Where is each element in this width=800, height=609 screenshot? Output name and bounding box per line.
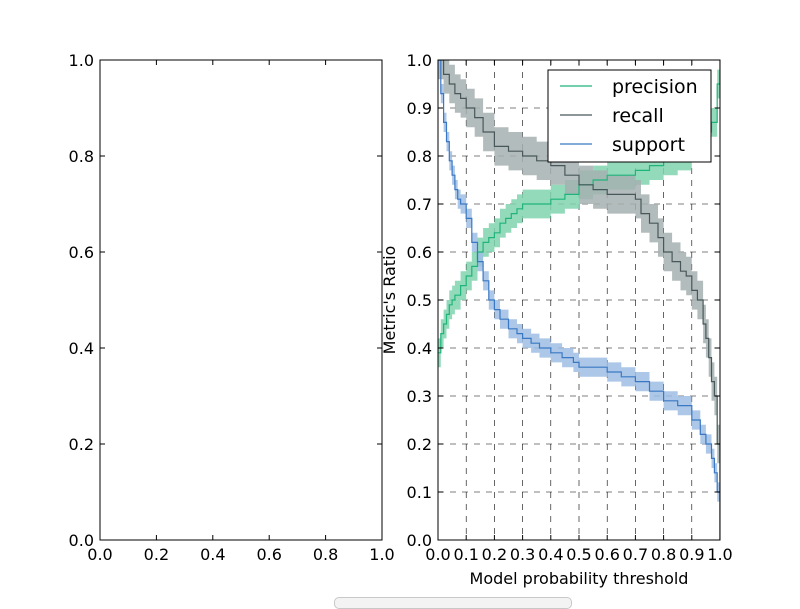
- legend-box: [547, 69, 712, 163]
- x-tick-label: 0.9: [679, 545, 704, 564]
- x-tick-label: 0.5: [566, 545, 591, 564]
- y-tick-label: 0.8: [69, 147, 94, 166]
- y-tick-label: 0.5: [407, 291, 432, 310]
- left-axes: 0.0 0.2 0.4 0.6 0.8 1.0 0.0 0.2 0.4 0.6 0.8 1.0: [69, 51, 395, 564]
- x-axis-label: Model probability threshold: [470, 569, 689, 588]
- x-tick-label: 0.2: [482, 545, 507, 564]
- left-axes-frame: [99, 59, 383, 541]
- y-tick-label: 0.7: [407, 195, 432, 214]
- scrollbar[interactable]: [334, 597, 572, 609]
- y-tick-label: 0.4: [69, 339, 94, 358]
- x-tick-label: 0.6: [256, 545, 281, 564]
- right-axes: 0.0 0.1 0.2 0.3 0.4 0.5 0.6 0.7 0.8 0.9 1.00.00.10…: [380, 51, 733, 588]
- x-tick-label: 0.6: [594, 545, 619, 564]
- y-tick-label: 0.3: [407, 387, 432, 406]
- y-tick-label: 0.1: [407, 483, 432, 502]
- x-tick-label: 0.3: [510, 545, 535, 564]
- x-tick-label: 0.8: [313, 545, 338, 564]
- y-tick-label: 0.4: [407, 339, 432, 358]
- y-tick-label: 0.2: [407, 435, 432, 454]
- y-tick-label: 1.0: [407, 51, 432, 70]
- legend-label-recall: recall: [612, 105, 664, 127]
- x-tick-label: 0.7: [623, 545, 648, 564]
- x-tick-label: 0.4: [200, 545, 225, 564]
- y-tick-label: 0.9: [407, 99, 432, 118]
- right-axes-frame: [437, 59, 721, 541]
- x-tick-label: 0.2: [144, 545, 169, 564]
- legend-entries: precision recall support: [560, 76, 698, 156]
- legend: precision recall support: [547, 69, 712, 163]
- y-tick-label: 0.0: [69, 531, 94, 550]
- right-axes-tick-labels: 0.0 0.1 0.2 0.3 0.4 0.5 0.6 0.7 0.8 0.9 1.00.00.10…: [407, 51, 733, 564]
- x-tick-label: 1.0: [707, 545, 732, 564]
- y-tick-label: 1.0: [69, 51, 94, 70]
- x-tick-label: 0.8: [651, 545, 676, 564]
- y-tick-label: 0.0: [407, 531, 432, 550]
- x-tick-label: 0.4: [538, 545, 563, 564]
- legend-label-support: support: [612, 134, 685, 156]
- x-tick-label: 0.0: [425, 545, 450, 564]
- x-tick-label: 0.1: [453, 545, 478, 564]
- y-axis-label: Metric's Ratio: [380, 246, 399, 355]
- support-line: [438, 60, 720, 540]
- y-tick-label: 0.8: [407, 147, 432, 166]
- left-axes-tick-labels: 0.0 0.2 0.4 0.6 0.8 1.0 0.0 0.2 0.4 0.6 0.8 1.0: [69, 51, 395, 564]
- x-tick-label: 1.0: [369, 545, 394, 564]
- x-tick-label: 0.0: [87, 545, 112, 564]
- y-tick-label: 0.6: [69, 243, 94, 262]
- left-axes-background: [100, 60, 382, 540]
- recall-line: [438, 60, 720, 540]
- y-tick-label: 0.2: [69, 435, 94, 454]
- legend-label-precision: precision: [612, 76, 698, 98]
- y-tick-label: 0.6: [407, 243, 432, 262]
